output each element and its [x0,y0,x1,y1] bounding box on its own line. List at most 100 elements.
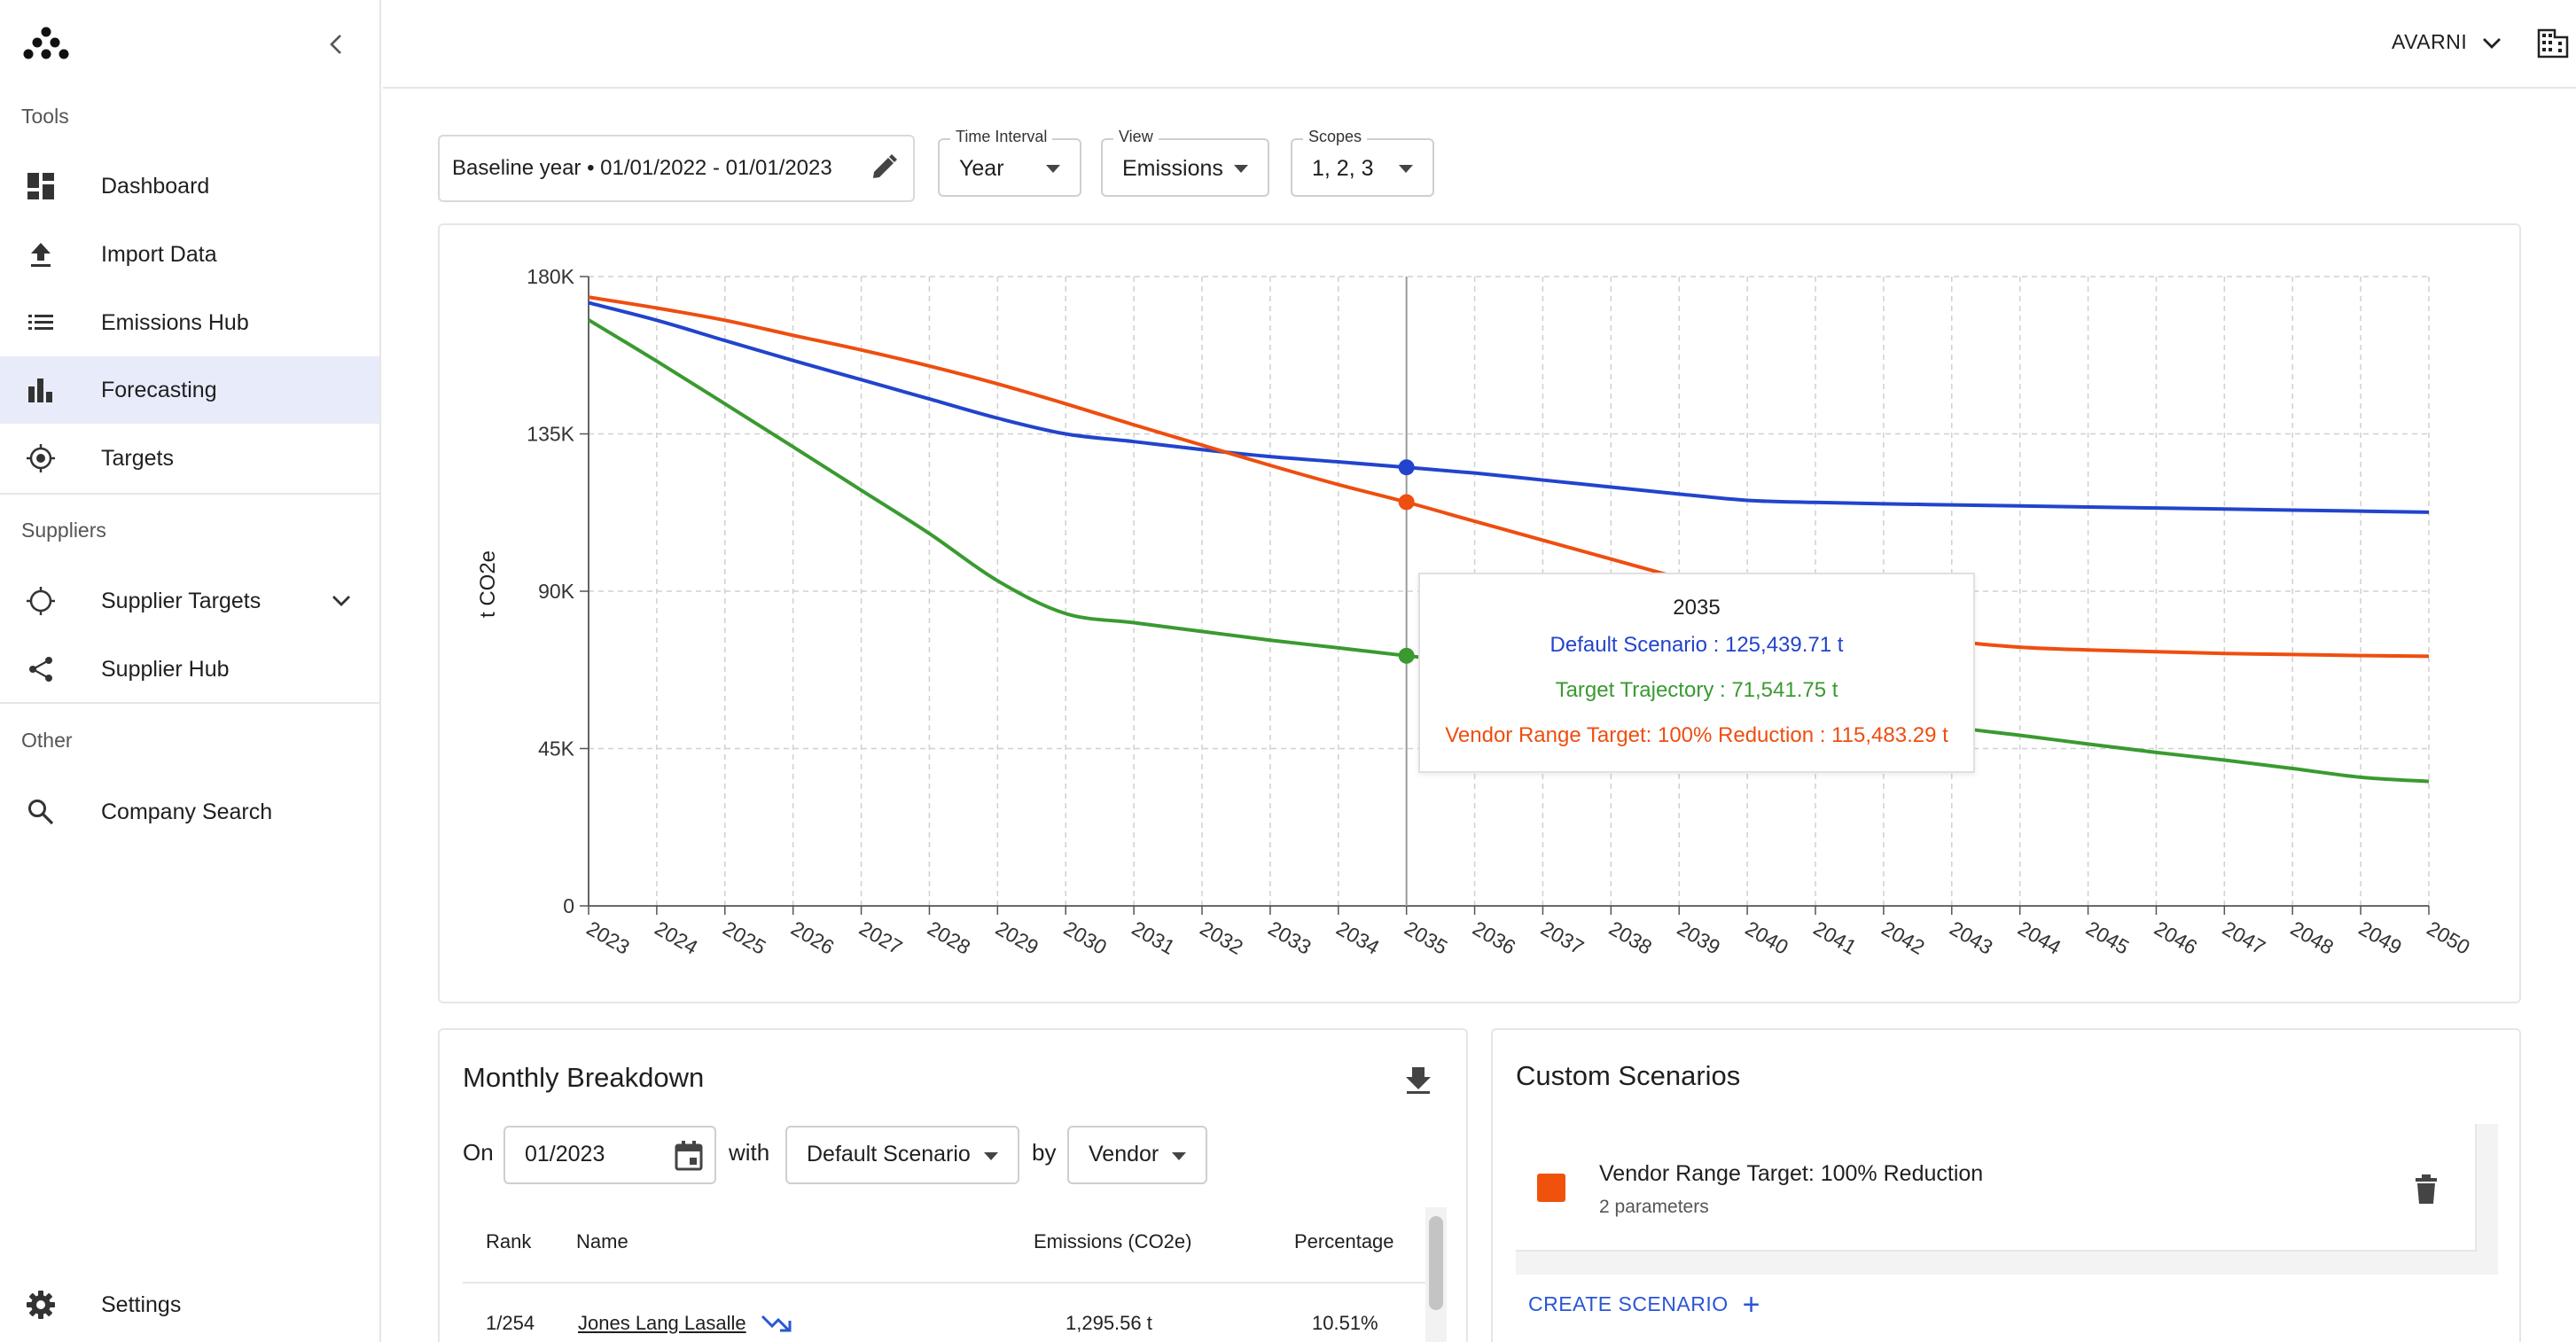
x-tick-label: 2050 [2424,917,2474,959]
scopes-value: 1, 2, 3 [1312,156,1374,181]
sidebar-item-targets[interactable]: Targets [0,425,379,492]
trending-down-icon [761,1315,792,1332]
row-vendor-link[interactable]: Jones Lang Lasalle [578,1312,746,1334]
x-tick-label: 2033 [1264,917,1315,959]
x-tick-label: 2034 [1332,917,1383,959]
hover-point [1398,459,1415,476]
calendar-icon[interactable] [674,1140,704,1172]
collapse-sidebar-button[interactable] [323,28,349,60]
x-tick-label: 2037 [1537,917,1588,959]
sidebar-item-supplier-hub[interactable]: Supplier Hub [0,636,379,703]
header-divider [463,1282,1438,1283]
dashboard-icon [25,170,57,202]
x-tick-label: 2044 [2014,917,2065,959]
chevron-left-icon [330,35,341,54]
scopes-select[interactable]: Scopes 1, 2, 3 [1291,128,1434,197]
x-tick-label: 2040 [1742,917,1792,959]
forecast-chart-card: 0 45K 90K 135K 180K 2023 2024 2025 2026 2027 2028 2… [438,223,2521,1003]
x-tick-label: 2029 [992,917,1042,959]
row-percentage: 10.51% [1312,1312,1378,1334]
scrollbar-thumb[interactable] [1429,1216,1443,1301]
sidebar-divider [0,493,379,495]
list-icon [25,307,57,339]
x-tick-label: 2025 [719,917,769,959]
baseline-year-field[interactable]: Baseline year • 01/01/2022 - 01/01/2023 [438,135,915,202]
scenario-select[interactable]: Default Scenario [785,1126,1019,1184]
plus-icon: + [1742,1287,1760,1322]
baseline-year-text: Baseline year • 01/01/2022 - 01/01/2023 [452,156,832,180]
sidebar-divider [0,702,379,704]
caret-down-icon [1234,165,1248,173]
x-tick-label: 2042 [1877,917,1928,959]
sidebar-item-settings[interactable]: Settings [0,1271,379,1338]
row-rank: 1/254 [486,1312,535,1334]
sidebar-item-company-search[interactable]: Company Search [0,778,379,846]
caret-down-icon [1046,165,1060,173]
section-label-suppliers: Suppliers [21,519,106,542]
column-header-name[interactable]: Name [576,1230,628,1252]
download-icon[interactable] [1402,1064,1434,1096]
edit-pencil-icon[interactable] [869,152,899,183]
custom-scenarios-card: Custom Scenarios Vendor Range Target: 10… [1491,1028,2521,1342]
group-by-select[interactable]: Vendor [1067,1126,1207,1184]
sidebar-item-label: Forecasting [101,377,217,402]
building-icon[interactable] [2537,27,2569,59]
x-tick-label: 2026 [787,917,838,959]
search-icon [25,796,57,828]
chevron-down-icon[interactable] [2480,32,2503,55]
hover-point [1398,494,1415,511]
sidebar-item-emissions-hub[interactable]: Emissions Hub [0,289,379,356]
hover-point [1398,647,1415,664]
x-tick-label: 2030 [1060,917,1111,959]
date-picker[interactable]: 01/2023 [503,1126,716,1184]
sidebar: Tools Dashboard Import Data Emissions Hu… [0,0,381,1342]
scenario-color-swatch [1537,1174,1565,1202]
with-label: with [729,1139,770,1166]
x-tick-label: 2045 [2082,917,2133,959]
sidebar-item-label: Emissions Hub [101,309,249,335]
monthly-breakdown-title: Monthly Breakdown [463,1062,705,1093]
y-tick-label: 180K [527,265,574,288]
sidebar-item-import-data[interactable]: Import Data [0,221,379,288]
gear-icon [25,1289,57,1321]
column-header-rank[interactable]: Rank [486,1230,532,1252]
upload-icon [25,238,57,270]
create-scenario-button[interactable]: CREATE SCENARIO + [1528,1287,1760,1322]
y-axis-label: t CO2e [476,550,500,618]
chevron-down-icon[interactable] [328,588,355,614]
scenario-item[interactable]: Vendor Range Target: 100% Reduction 2 pa… [1516,1124,2477,1252]
app-logo[interactable] [23,27,69,62]
sidebar-item-dashboard[interactable]: Dashboard [0,152,379,220]
crosshair-icon [25,585,57,617]
column-header-percentage[interactable]: Percentage [1294,1230,1394,1252]
date-value: 01/2023 [525,1142,605,1166]
sidebar-item-label: Settings [101,1291,182,1317]
top-bar [383,0,2576,89]
x-tick-label: 2041 [1810,917,1861,959]
time-interval-value: Year [959,156,1004,181]
sidebar-item-forecasting[interactable]: Forecasting [0,356,379,424]
org-selector[interactable]: AVARNI [2392,30,2468,53]
group-by-value: Vendor [1089,1142,1159,1166]
sidebar-item-supplier-targets[interactable]: Supplier Targets [0,567,379,635]
y-tick-label: 90K [538,580,575,603]
sidebar-item-label: Targets [101,445,174,471]
time-interval-select[interactable]: Time Interval Year [938,128,1081,197]
tooltip-line-target: Target Trajectory : 71,541.75 t [1555,678,1838,702]
scenario-name: Vendor Range Target: 100% Reduction [1599,1161,1984,1186]
by-label: by [1032,1139,1057,1166]
column-header-emissions[interactable]: Emissions (CO2e) [1034,1230,1192,1252]
trash-icon[interactable] [2413,1174,2439,1205]
tooltip-line-default: Default Scenario : 125,439.71 t [1550,633,1844,657]
view-select[interactable]: View Emissions [1101,128,1269,197]
view-label: View [1113,128,1159,146]
target-icon [25,442,57,474]
scrollbar-thumb-secondary[interactable] [1429,1283,1443,1310]
section-label-tools: Tools [21,105,69,128]
x-tick-label: 2036 [1469,917,1519,959]
x-tick-label: 2023 [583,917,634,959]
scenario-params: 2 parameters [1599,1197,1709,1217]
y-tick-label: 0 [563,894,574,917]
custom-scenarios-title: Custom Scenarios [1516,1060,1741,1091]
row-emissions: 1,295.56 t [1066,1312,1152,1334]
